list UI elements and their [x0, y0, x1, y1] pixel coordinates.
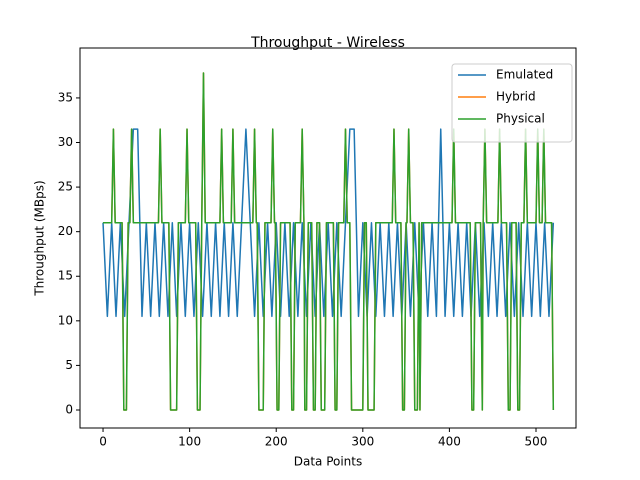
legend-label: Physical: [496, 112, 545, 126]
y-tick-label: 30: [58, 135, 73, 149]
y-tick-label: 25: [58, 180, 73, 194]
y-tick-label: 35: [58, 90, 73, 104]
legend-box: [451, 63, 573, 143]
x-tick-label: 400: [438, 435, 461, 449]
y-axis-label: Throughput (MBps): [33, 180, 47, 296]
x-tick-label: 500: [525, 435, 548, 449]
x-tick-label: 0: [99, 435, 107, 449]
y-tick-label: 0: [65, 402, 73, 416]
x-tick-label: 100: [178, 435, 201, 449]
legend-label: Hybrid: [496, 90, 536, 104]
x-tick-label: 300: [351, 435, 374, 449]
y-tick-label: 15: [58, 269, 73, 283]
y-tick-label: 20: [58, 224, 73, 238]
x-axis-label: Data Points: [294, 455, 363, 469]
y-tick-label: 5: [65, 358, 73, 372]
series-line: [103, 72, 555, 411]
chart-title: Throughput - Wireless: [250, 35, 405, 51]
y-tick-label: 10: [58, 313, 73, 327]
plot-frame: [79, 47, 577, 429]
legend-label: Emulated: [496, 68, 553, 82]
x-tick-label: 200: [265, 435, 288, 449]
